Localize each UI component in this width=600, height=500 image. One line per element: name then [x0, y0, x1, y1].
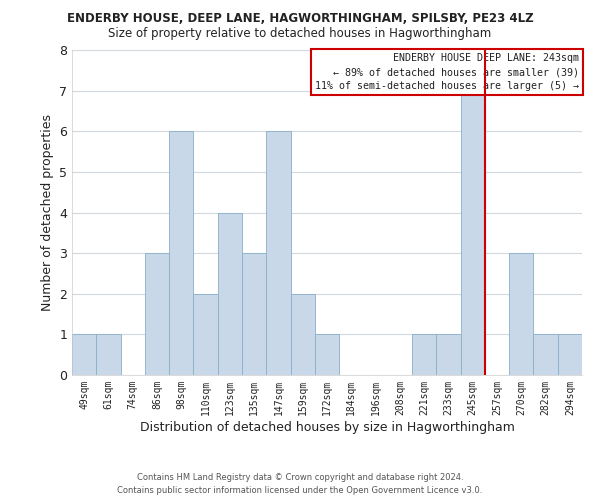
- Text: Contains HM Land Registry data © Crown copyright and database right 2024.
Contai: Contains HM Land Registry data © Crown c…: [118, 474, 482, 495]
- Text: Size of property relative to detached houses in Hagworthingham: Size of property relative to detached ho…: [109, 28, 491, 40]
- Bar: [72, 334, 96, 375]
- Bar: [145, 253, 169, 375]
- Text: ENDERBY HOUSE, DEEP LANE, HAGWORTHINGHAM, SPILSBY, PE23 4LZ: ENDERBY HOUSE, DEEP LANE, HAGWORTHINGHAM…: [67, 12, 533, 26]
- Bar: [96, 334, 121, 375]
- Y-axis label: Number of detached properties: Number of detached properties: [41, 114, 53, 311]
- Bar: [315, 334, 339, 375]
- Bar: [290, 294, 315, 375]
- Text: ENDERBY HOUSE DEEP LANE: 243sqm
← 89% of detached houses are smaller (39)
11% of: ENDERBY HOUSE DEEP LANE: 243sqm ← 89% of…: [316, 53, 580, 91]
- Bar: [461, 90, 485, 375]
- Bar: [242, 253, 266, 375]
- Bar: [533, 334, 558, 375]
- Bar: [193, 294, 218, 375]
- Bar: [218, 212, 242, 375]
- Bar: [169, 131, 193, 375]
- Bar: [412, 334, 436, 375]
- Bar: [509, 253, 533, 375]
- X-axis label: Distribution of detached houses by size in Hagworthingham: Distribution of detached houses by size …: [140, 420, 514, 434]
- Bar: [266, 131, 290, 375]
- Bar: [436, 334, 461, 375]
- Bar: [558, 334, 582, 375]
